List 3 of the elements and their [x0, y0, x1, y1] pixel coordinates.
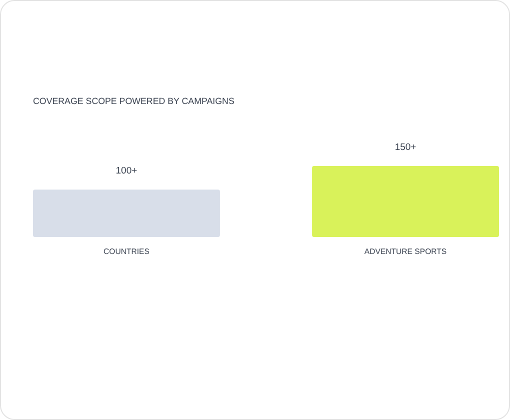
data-label: 150+: [394, 142, 417, 153]
chart-title: COVERAGE SCOPE POWERED BY CAMPAIGNS: [33, 96, 234, 106]
data-label: 100+: [116, 166, 138, 177]
